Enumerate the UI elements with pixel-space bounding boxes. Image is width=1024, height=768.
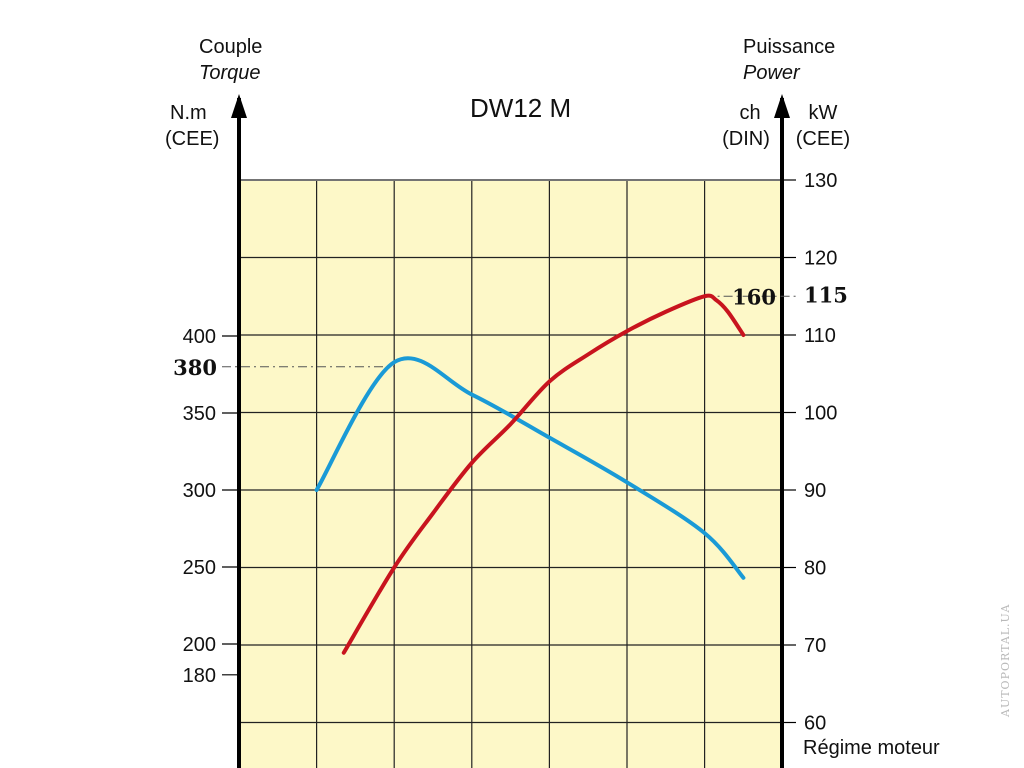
x-axis-label: Régime moteur [803,737,940,759]
right-tick-label: 70 [804,635,826,657]
right-tick-label: 110 [804,325,836,347]
left-tick-label: 400 [183,326,216,348]
left-tick-label: 180 [183,665,216,687]
power-max-ch-label: 160 [732,284,776,309]
left-tick-label: 200 [183,634,216,656]
left-tick-label: 350 [183,403,216,425]
right-axis-unit: kW [808,102,838,124]
right-axis-title: Puissance [743,36,836,58]
right-axis-title-en: Power [743,62,800,84]
plot-area [239,181,782,768]
tick-labels: 400 350 300 250 200 180 130 120 110 100 90 80 70 60 38… [173,170,848,735]
right-tick-label: 100 [804,403,837,425]
left-axis-title-en: Torque [199,62,261,84]
watermark: AUTOPORTAL.UA [999,603,1012,717]
left-axis-arrow [231,94,247,118]
right-tick-label: 80 [804,558,826,580]
right-tick-label: 120 [804,248,837,270]
right-axis-arrow [774,94,790,118]
right-axis-ch-unit: ch [739,102,761,124]
chart-title: DW12 M [470,93,572,123]
right-axis-unit-std: (CEE) [795,128,851,150]
right-tick-label: 60 [804,713,826,735]
power-max-kw-label: 115 [804,282,848,307]
right-tick-label: 90 [804,480,826,502]
left-axis-unit-std: (CEE) [165,128,220,150]
torque-curve [314,356,746,580]
left-axis-unit: N.m [170,102,207,124]
right-axis-ch-unit-std: (DIN) [722,128,770,150]
left-axis-title: Couple [199,36,263,58]
left-tick-label: 300 [183,480,216,502]
left-tick-label: 250 [183,557,216,579]
right-tick-label: 130 [804,170,837,192]
power-curve [341,293,746,655]
grid [239,179,782,768]
torque-max-label: 380 [173,355,217,380]
axes [231,94,790,768]
series-group [314,293,746,655]
